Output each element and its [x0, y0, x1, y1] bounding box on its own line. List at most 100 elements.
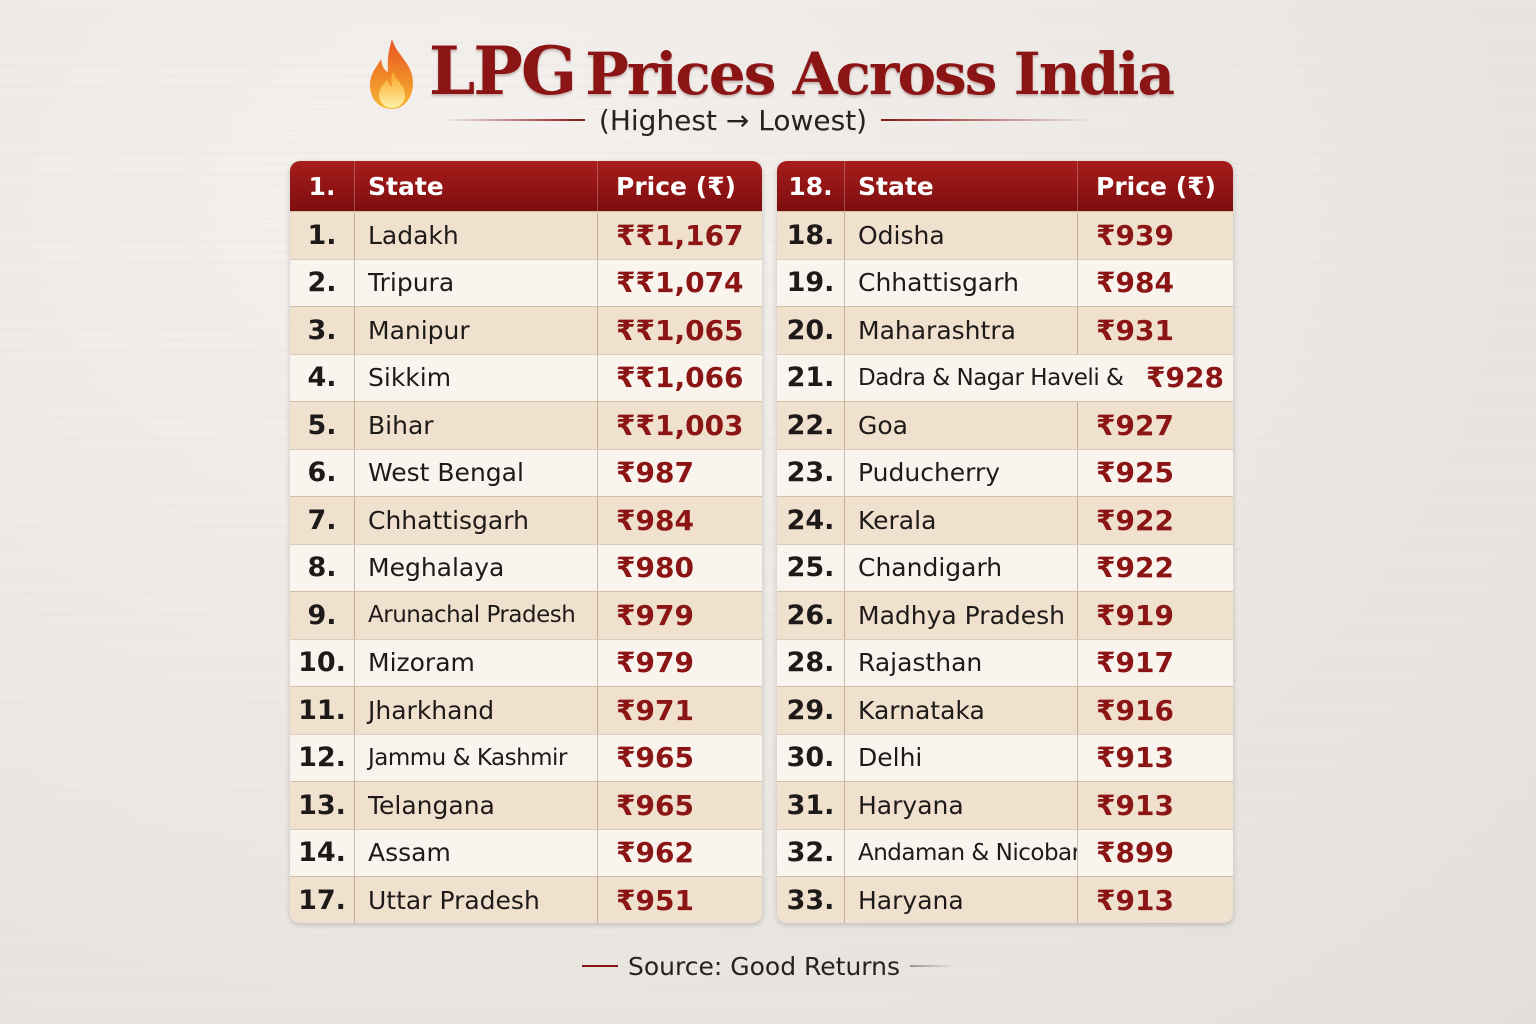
price-cell: ₹979 — [616, 646, 694, 680]
rank-cell: 7. — [290, 497, 355, 544]
table-row: 12. Jammu & Kashmir ₹965 — [290, 733, 762, 781]
table-row: 1. Ladakh ₹₹1,167 — [290, 211, 762, 259]
price-cell: ₹928 — [1146, 361, 1224, 395]
rank-cell: 10. — [290, 639, 355, 686]
table-row: 11. Jharkhand ₹971 — [290, 686, 762, 734]
price-cell: ₹965 — [616, 741, 694, 775]
price-cell: ₹922 — [1096, 551, 1174, 585]
state-cell: Assam — [355, 829, 598, 876]
table-body: 1. Ladakh ₹₹1,167 2. Tripura ₹₹1,074 3. Manipur… — [290, 211, 762, 923]
price-cell: ₹927 — [1096, 408, 1174, 442]
rank-cell: 32. — [777, 829, 845, 876]
price-cell: ₹987 — [616, 456, 694, 490]
divider-left — [444, 119, 585, 121]
state-cell: Kerala — [845, 497, 1078, 544]
state-cell: Maharashtra — [845, 307, 1078, 354]
page-subtitle: (Highest → Lowest) — [598, 103, 868, 137]
page-header: LPG Prices Across India — [0, 26, 1536, 116]
page-footer: Source: Good Returns — [0, 946, 1536, 986]
price-cell: ₹984 — [616, 503, 694, 537]
rank-cell: 13. — [290, 782, 355, 829]
rank-cell: 6. — [290, 449, 355, 496]
state-cell: Sikkim — [355, 354, 598, 401]
state-cell: Haryana — [845, 877, 1078, 923]
rank-cell: 5. — [290, 402, 355, 449]
price-cell: ₹951 — [616, 883, 694, 917]
price-cell: ₹965 — [616, 788, 694, 822]
table-header: 18. State Price (₹) — [777, 161, 1233, 211]
header-state: State — [845, 161, 1078, 211]
title-rest: Prices Across India — [585, 40, 1175, 108]
state-cell: Mizoram — [355, 639, 598, 686]
state-cell: West Bengal — [355, 449, 598, 496]
price-table-left: 1. State Price (₹) 1. Ladakh ₹₹1,167 2. Trip… — [290, 161, 762, 923]
rank-cell: 3. — [290, 307, 355, 354]
table-row: 22. Goa ₹927 — [777, 401, 1233, 449]
table-row: 32. Andaman & Nicobar ₹899 — [777, 828, 1233, 876]
state-cell: Rajasthan — [845, 639, 1078, 686]
state-cell: Chhattisgarh — [355, 497, 598, 544]
price-cell: ₹₹1,066 — [616, 361, 744, 395]
price-cell: ₹984 — [1096, 266, 1174, 300]
table-row: 10. Mizoram ₹979 — [290, 638, 762, 686]
table-body: 18. Odisha ₹939 19. Chhattisgarh ₹984 20. Mahar… — [777, 211, 1233, 923]
table-row: 19. Chhattisgarh ₹984 — [777, 258, 1233, 306]
flame-icon — [369, 39, 413, 109]
table-row: 7. Chhattisgarh ₹984 — [290, 496, 762, 544]
state-cell: Madhya Pradesh — [845, 592, 1078, 639]
title-lpg: LPG — [428, 32, 577, 110]
state-cell: Odisha — [845, 212, 1078, 259]
price-cell: ₹913 — [1096, 788, 1174, 822]
state-cell: Karnataka — [845, 687, 1078, 734]
table-row: 21. Dadra & Nagar Haveli & ₹928 — [777, 353, 1233, 401]
rank-cell: 26. — [777, 592, 845, 639]
price-cell: ₹939 — [1096, 218, 1174, 252]
rank-cell: 24. — [777, 497, 845, 544]
rank-cell: 4. — [290, 354, 355, 401]
rank-cell: 21. — [777, 354, 845, 401]
table-row: 4. Sikkim ₹₹1,066 — [290, 353, 762, 401]
table-row: 9. Arunachal Pradesh ₹979 — [290, 591, 762, 639]
price-cell: ₹922 — [1096, 503, 1174, 537]
table-row: 30. Delhi ₹913 — [777, 733, 1233, 781]
price-cell: ₹919 — [1096, 598, 1174, 632]
rank-cell: 23. — [777, 449, 845, 496]
table-row: 8. Meghalaya ₹980 — [290, 543, 762, 591]
price-cell: ₹971 — [616, 693, 694, 727]
state-cell: Tripura — [355, 259, 598, 306]
state-cell: Jharkhand — [355, 687, 598, 734]
table-row: 29. Karnataka ₹916 — [777, 686, 1233, 734]
price-cell: ₹₹1,074 — [616, 266, 744, 300]
table-row: 33. Haryana ₹913 — [777, 876, 1233, 923]
state-cell: Chhattisgarh — [845, 259, 1078, 306]
header-price: Price (₹) — [1096, 171, 1216, 201]
rank-cell: 31. — [777, 782, 845, 829]
table-row: 6. West Bengal ₹987 — [290, 448, 762, 496]
state-cell: Goa — [845, 402, 1078, 449]
table-row: 18. Odisha ₹939 — [777, 211, 1233, 259]
subtitle-row: (Highest → Lowest) — [0, 98, 1536, 142]
state-cell: Manipur — [355, 307, 598, 354]
rank-cell: 8. — [290, 544, 355, 591]
price-cell: ₹₹1,003 — [616, 408, 744, 442]
price-cell: ₹₹1,167 — [616, 218, 744, 252]
header-state: State — [355, 161, 598, 211]
price-cell: ₹925 — [1096, 456, 1174, 490]
table-row: 17. Uttar Pradesh ₹951 — [290, 876, 762, 923]
rank-cell: 19. — [777, 259, 845, 306]
header-rank: 1. — [290, 161, 355, 211]
table-header: 1. State Price (₹) — [290, 161, 762, 211]
price-cell: ₹₹1,065 — [616, 313, 744, 347]
rank-cell: 33. — [777, 877, 845, 923]
table-row: 25. Chandigarh ₹922 — [777, 543, 1233, 591]
table-row: 3. Manipur ₹₹1,065 — [290, 306, 762, 354]
state-cell: Uttar Pradesh — [355, 877, 598, 923]
header-price: Price (₹) — [616, 171, 736, 201]
state-cell: Chandigarh — [845, 544, 1078, 591]
rank-cell: 2. — [290, 259, 355, 306]
state-cell: Haryana — [845, 782, 1078, 829]
footer-divider-left — [582, 965, 618, 967]
rank-cell: 14. — [290, 829, 355, 876]
state-cell: Meghalaya — [355, 544, 598, 591]
table-row: 5. Bihar ₹₹1,003 — [290, 401, 762, 449]
